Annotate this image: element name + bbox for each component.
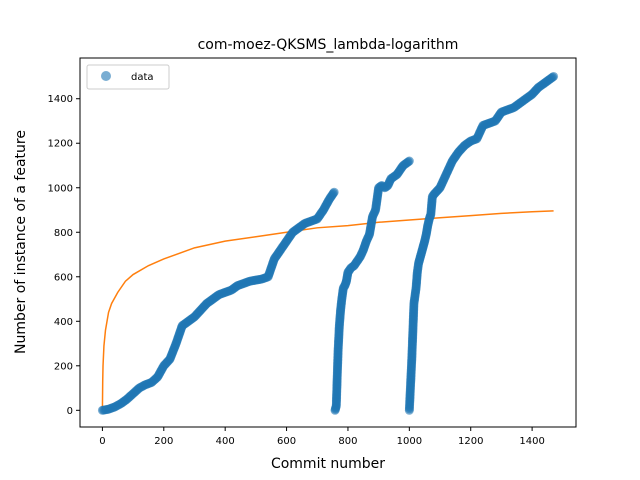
x-tick-label: 200	[154, 436, 173, 447]
data-point	[549, 72, 558, 81]
y-tick-label: 200	[54, 361, 73, 372]
data-point	[330, 188, 339, 197]
legend-label-data: data	[131, 72, 154, 83]
y-tick-label: 600	[54, 272, 73, 283]
chart-title: com-moez-QKSMS_lambda-logarithm	[198, 37, 459, 53]
x-tick-label: 1000	[397, 436, 422, 447]
y-tick-label: 1400	[48, 94, 73, 105]
y-axis-label: Number of instance of a feature	[13, 130, 29, 354]
x-tick-label: 800	[338, 436, 357, 447]
y-tick-label: 1000	[48, 183, 73, 194]
x-tick-label: 600	[277, 436, 296, 447]
y-tick-label: 1200	[48, 139, 73, 150]
x-tick-label: 1400	[519, 436, 544, 447]
y-tick-label: 800	[54, 228, 73, 239]
y-tick-label: 0	[67, 406, 73, 417]
data-point	[405, 157, 414, 166]
x-tick-label: 1200	[458, 436, 483, 447]
legend-marker	[101, 71, 111, 81]
x-axis-label: Commit number	[271, 456, 385, 472]
y-tick-label: 400	[54, 317, 73, 328]
legend: data	[87, 65, 169, 89]
x-tick-label: 0	[99, 436, 105, 447]
x-tick-label: 400	[216, 436, 235, 447]
legend-box	[87, 65, 169, 89]
